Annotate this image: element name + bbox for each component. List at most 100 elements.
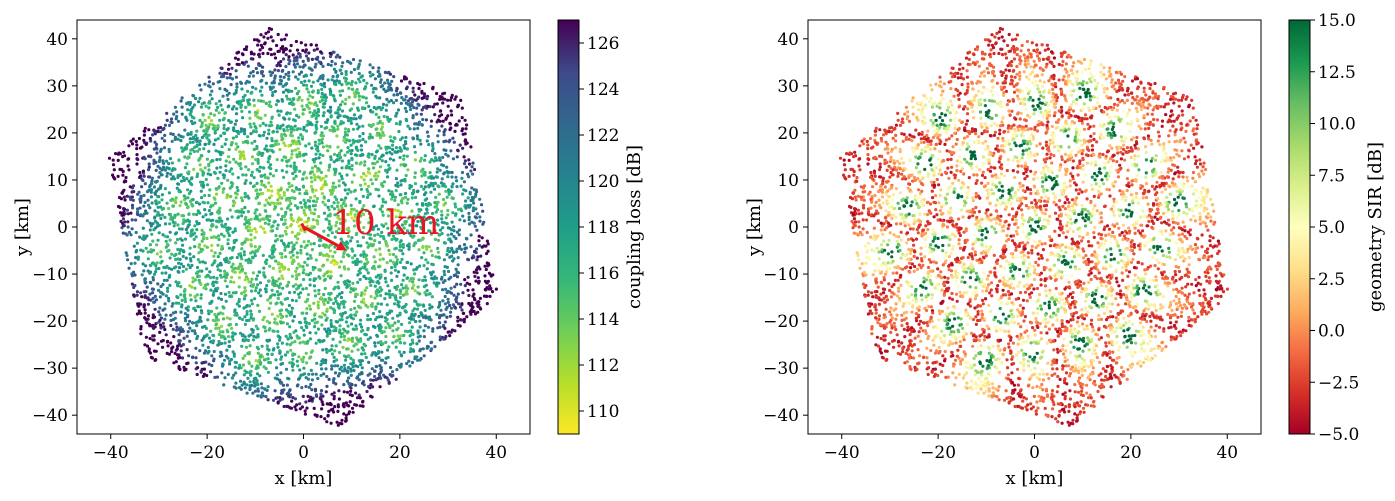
coupling-loss-point bbox=[180, 305, 184, 309]
coupling-loss-point bbox=[157, 310, 161, 314]
coupling-loss-point bbox=[234, 142, 238, 146]
coupling-loss-point bbox=[368, 336, 372, 340]
coupling-loss-point bbox=[215, 210, 220, 214]
coupling-loss-point bbox=[321, 154, 325, 158]
coupling-loss-point bbox=[452, 229, 456, 233]
coupling-loss-point bbox=[279, 79, 284, 83]
coupling-loss-point bbox=[354, 161, 358, 165]
coupling-loss-point bbox=[238, 156, 242, 161]
coupling-loss-point bbox=[349, 308, 353, 312]
coupling-loss-point bbox=[321, 98, 325, 102]
coupling-loss-point bbox=[377, 66, 381, 70]
coupling-loss-point bbox=[383, 297, 387, 301]
coupling-loss-point bbox=[261, 227, 266, 231]
coupling-loss-point bbox=[451, 303, 455, 307]
coupling-loss-point bbox=[217, 237, 221, 242]
coupling-loss-point bbox=[297, 262, 301, 266]
coupling-loss-point bbox=[449, 310, 453, 314]
coupling-loss-point bbox=[189, 259, 193, 263]
coupling-loss-point bbox=[319, 50, 323, 54]
coupling-loss-point bbox=[354, 391, 358, 395]
coupling-loss-point bbox=[345, 150, 350, 154]
coupling-loss-point bbox=[194, 346, 198, 350]
coupling-loss-point bbox=[264, 31, 268, 35]
coupling-loss-point bbox=[305, 311, 309, 315]
coupling-loss-point bbox=[270, 288, 274, 292]
coupling-loss-point bbox=[143, 308, 147, 312]
coupling-loss-point bbox=[162, 146, 167, 150]
coupling-loss-point bbox=[228, 186, 232, 190]
coupling-loss-point bbox=[466, 275, 470, 279]
coupling-loss-point bbox=[219, 165, 223, 169]
coupling-loss-point bbox=[336, 108, 340, 112]
coupling-loss-point bbox=[196, 305, 200, 309]
coupling-loss-point bbox=[203, 166, 207, 170]
coupling-loss-point bbox=[461, 132, 465, 136]
coupling-loss-point bbox=[365, 101, 369, 105]
coupling-loss-point bbox=[216, 343, 220, 347]
coupling-loss-point bbox=[358, 277, 362, 282]
coupling-loss-point bbox=[351, 249, 355, 253]
coupling-loss-point bbox=[283, 83, 287, 87]
coupling-loss-point bbox=[143, 126, 147, 130]
coupling-loss-point bbox=[269, 184, 273, 188]
coupling-loss-point bbox=[272, 52, 277, 56]
coupling-loss-point bbox=[196, 366, 200, 370]
coupling-loss-point bbox=[169, 341, 173, 345]
coupling-loss-point bbox=[153, 140, 157, 144]
coupling-loss-point bbox=[302, 159, 306, 163]
coupling-loss-point bbox=[326, 413, 330, 417]
coupling-loss-point bbox=[236, 162, 240, 166]
coupling-loss-point bbox=[413, 289, 417, 293]
coupling-loss-point bbox=[276, 342, 280, 346]
coupling-loss-point bbox=[280, 361, 285, 366]
coupling-loss-point bbox=[161, 233, 165, 237]
coupling-loss-point bbox=[183, 287, 187, 292]
coupling-loss-point bbox=[479, 254, 483, 258]
coupling-loss-point bbox=[235, 62, 239, 66]
coupling-loss-point bbox=[226, 217, 230, 221]
coupling-loss-point bbox=[282, 141, 286, 145]
coupling-loss-point bbox=[332, 410, 336, 414]
coupling-loss-point bbox=[223, 269, 227, 273]
coupling-loss-point bbox=[295, 266, 299, 270]
coupling-loss-point bbox=[173, 351, 177, 355]
coupling-loss-point bbox=[281, 57, 286, 61]
coupling-loss-point bbox=[377, 115, 381, 119]
coupling-loss-point bbox=[260, 391, 264, 395]
coupling-loss-point bbox=[378, 252, 382, 257]
coupling-loss-point bbox=[317, 167, 321, 171]
coupling-loss-point bbox=[175, 186, 179, 190]
coupling-loss-point bbox=[363, 106, 367, 110]
coupling-loss-point bbox=[263, 203, 267, 207]
coupling-loss-point bbox=[273, 293, 277, 297]
coupling-loss-point bbox=[409, 96, 414, 101]
coupling-loss-point bbox=[435, 170, 439, 174]
coupling-loss-point bbox=[288, 97, 292, 101]
coupling-loss-point bbox=[253, 217, 257, 221]
coupling-loss-point bbox=[242, 253, 246, 257]
coupling-loss-point bbox=[163, 302, 167, 306]
coupling-loss-point bbox=[191, 276, 195, 280]
coupling-loss-point bbox=[177, 333, 181, 337]
coupling-loss-point bbox=[258, 48, 262, 52]
coupling-loss-point bbox=[373, 239, 377, 243]
coupling-loss-point bbox=[116, 174, 120, 178]
coupling-loss-point bbox=[195, 174, 199, 179]
coupling-loss-point bbox=[232, 105, 236, 109]
coupling-loss-point bbox=[261, 253, 265, 257]
coupling-loss-point bbox=[197, 245, 201, 249]
coupling-loss-point bbox=[324, 318, 328, 322]
coupling-loss-point bbox=[249, 260, 253, 265]
coupling-loss-point bbox=[313, 178, 317, 182]
coupling-loss-point bbox=[269, 35, 273, 39]
coupling-loss-point bbox=[373, 233, 377, 237]
coupling-loss-point bbox=[429, 221, 433, 225]
coupling-loss-point bbox=[278, 195, 282, 200]
coupling-loss-point bbox=[154, 322, 158, 326]
coupling-loss-point bbox=[315, 127, 319, 131]
coupling-loss-point bbox=[347, 280, 352, 284]
coupling-loss-point bbox=[463, 278, 467, 282]
coupling-loss-point bbox=[239, 129, 243, 134]
coupling-loss-point bbox=[295, 55, 299, 59]
